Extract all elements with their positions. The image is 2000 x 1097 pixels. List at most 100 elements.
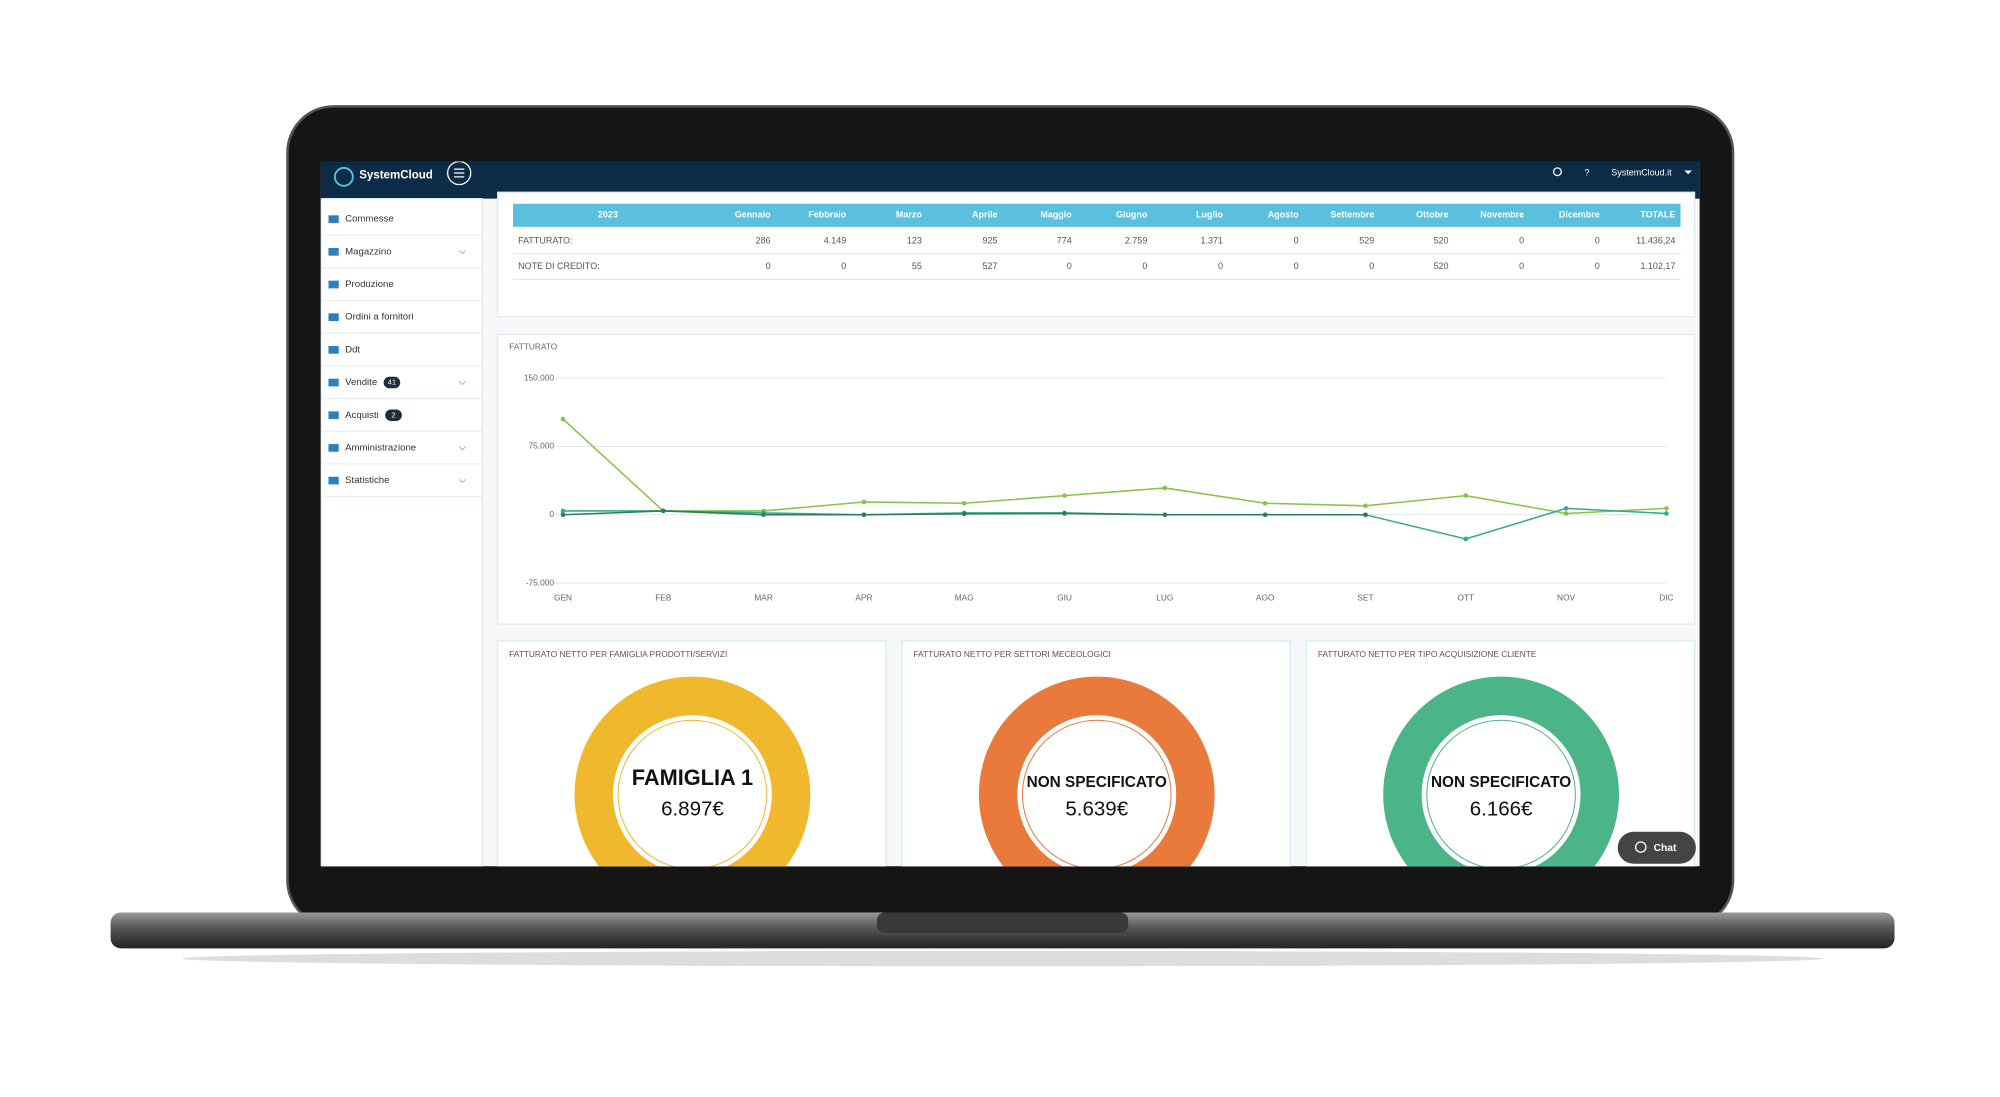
chart-panel (496, 333, 1696, 625)
chat-button[interactable] (1617, 831, 1696, 864)
donut-value: 6.166€ (1470, 797, 1533, 820)
data-point (1363, 503, 1368, 509)
table-cell: NOTE DI CREDITO: (518, 261, 600, 271)
data-point (1162, 485, 1168, 491)
data-point (560, 416, 566, 422)
table-cell: 2.759 (1125, 235, 1147, 245)
table-cell: 11.436,24 (1636, 235, 1675, 245)
y-tick-label: 75,000 (529, 441, 555, 451)
donut-title: FATTURATO NETTO PER SETTORI MECEOLOGICI (913, 649, 1110, 659)
x-tick-label: APR (855, 593, 872, 603)
data-point (1463, 493, 1469, 498)
data-point (560, 508, 566, 514)
account-menu[interactable]: SystemCloud.it (1611, 167, 1672, 177)
chevron (458, 250, 466, 255)
menu-icon (328, 378, 339, 387)
x-tick-label: NOV (1557, 593, 1575, 603)
table-header-cell: Ottobre (1416, 210, 1448, 220)
badge (385, 409, 402, 421)
series-line (562, 418, 1667, 515)
donut-value: 5.639€ (1065, 797, 1128, 820)
table-cell: 520 (1434, 261, 1449, 271)
table-header-cell: Giugno (1116, 210, 1148, 220)
menu-toggle[interactable] (447, 161, 472, 186)
table-cell: 0 (1142, 261, 1147, 271)
x-tick-label: MAG (955, 593, 974, 603)
table-cell: 1.371 (1201, 235, 1223, 245)
donut-title: FATTURATO NETTO PER TIPO ACQUISIZIONE CL… (1318, 649, 1537, 659)
data-point (1664, 506, 1669, 511)
chevron (458, 446, 466, 451)
table-header-cell: Agosto (1268, 210, 1299, 220)
screen: SystemCloud ? SystemCloud.it FATTURATO C… (320, 161, 1700, 867)
menu-label[interactable]: Ddt (345, 344, 360, 355)
data-point (660, 508, 666, 514)
table-header (513, 203, 1681, 227)
y-tick-label: 150,000 (524, 372, 554, 382)
y-tick-label: -75,000 (526, 577, 555, 587)
chevron (458, 478, 466, 484)
x-tick-label: AGO (1256, 593, 1275, 603)
menu-label[interactable]: Vendite (345, 377, 377, 388)
table-cell: 925 (982, 235, 997, 245)
y-tick-label: 0 (549, 509, 554, 519)
table-header-cell: Luglio (1196, 210, 1223, 220)
donut-label: FAMIGLIA 1 (632, 765, 753, 790)
data-point (861, 512, 867, 518)
laptop-notch (876, 912, 1129, 933)
menu-icon (328, 215, 339, 223)
donut-inner-border (614, 716, 771, 867)
donut-inner-line (1426, 719, 1576, 867)
data-point (560, 512, 566, 518)
table-header-cell: Dicembre (1559, 210, 1600, 220)
donut-inner-line (1021, 719, 1172, 867)
menu-label[interactable]: Magazzino (345, 246, 391, 257)
table-header-cell: TOTALE (1640, 210, 1675, 220)
table-cell: 0 (1519, 261, 1524, 271)
menu-label[interactable]: Ordini a fornitori (345, 312, 413, 323)
menu-label[interactable]: Statistiche (345, 475, 389, 486)
x-tick-label: FEB (655, 593, 672, 603)
table-cell: 0 (1218, 261, 1223, 271)
help[interactable]: ? (1584, 167, 1589, 177)
donut-title: FATTURATO NETTO PER FAMIGLIA PRODOTTI/SE… (509, 649, 727, 659)
table-header-cell: Febbraio (808, 210, 846, 220)
x-tick-label: LUG (1156, 593, 1173, 603)
caret (1684, 170, 1693, 175)
table-cell: 0 (1519, 235, 1524, 245)
table-header-cell: Novembre (1480, 210, 1524, 220)
table-cell: 774 (1057, 235, 1072, 245)
table-cell: 0 (1595, 235, 1600, 245)
donut-value: 6.897€ (661, 797, 724, 820)
data-point (1363, 512, 1368, 518)
data-point (961, 500, 967, 506)
menu-label[interactable]: Commesse (345, 214, 394, 225)
data-point (1162, 512, 1168, 518)
donut-inner-line (617, 719, 768, 867)
table-cell: 0 (841, 261, 846, 271)
x-tick-label: MAR (754, 593, 773, 603)
donut-inner-border (1018, 716, 1175, 867)
chart-title: FATTURATO (509, 342, 558, 352)
badge (383, 376, 401, 389)
badge-count: 2 (391, 410, 395, 419)
menu-icon (328, 444, 339, 452)
brand: SystemCloud (359, 170, 433, 182)
menu-label[interactable]: Produzione (345, 279, 394, 290)
menu-label[interactable]: Acquisti (345, 410, 379, 421)
chat-label[interactable]: Chat (1654, 843, 1677, 854)
data-point (1563, 506, 1569, 511)
donut-ring (978, 676, 1215, 867)
data-point (1262, 512, 1268, 518)
table-cell: 0 (1595, 261, 1600, 271)
badge-count: 41 (388, 378, 397, 387)
eye-icon[interactable] (1552, 167, 1562, 177)
x-tick-label: GIU (1057, 593, 1072, 603)
menu-icon (328, 346, 339, 354)
menu-label[interactable]: Amministrazione (345, 442, 416, 453)
table-cell: 0 (1294, 235, 1299, 245)
data-point (761, 512, 766, 518)
menu-icon (328, 313, 339, 322)
